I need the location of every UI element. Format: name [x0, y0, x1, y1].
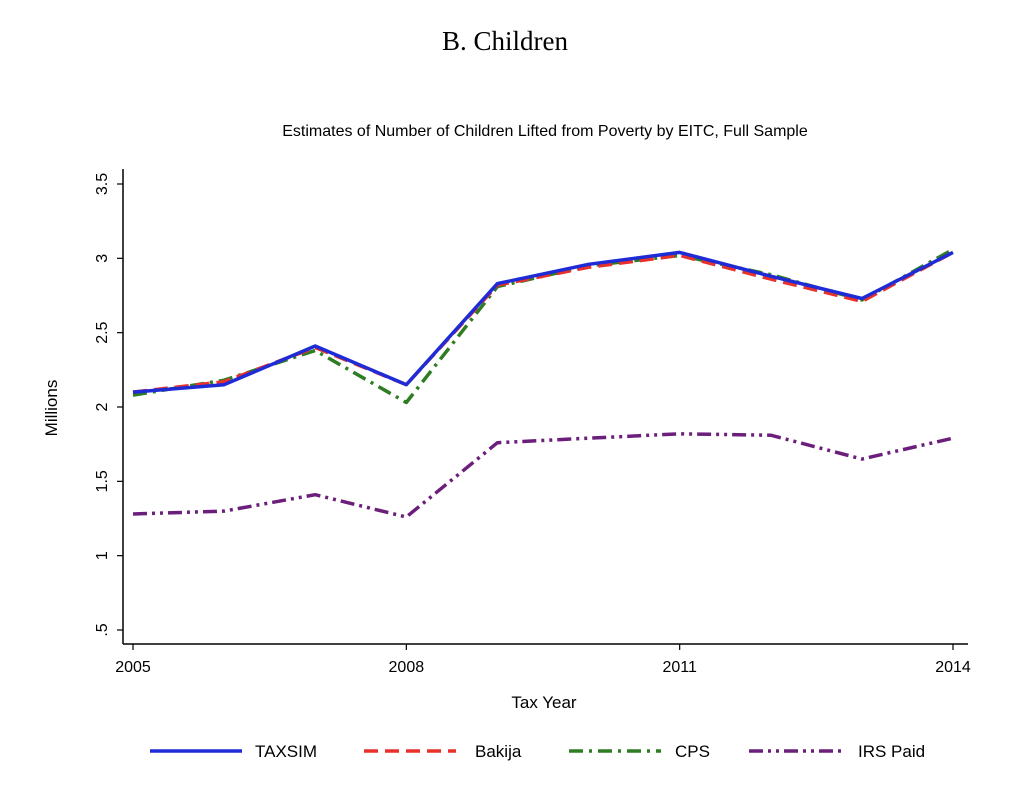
x-tick-label: 2005: [115, 659, 151, 676]
legend-label: Bakija: [475, 742, 522, 761]
legend-label: IRS Paid: [858, 742, 925, 761]
chart-title: Estimates of Number of Children Lifted f…: [282, 123, 808, 140]
y-tick-label: 2.5: [94, 321, 111, 343]
panel-title: B. Children: [442, 26, 568, 56]
chart-axes: .5 1 1.5 2 2.5 3 3.5 2005 2008 2011 2014: [94, 169, 971, 676]
y-tick-label: .5: [94, 623, 111, 636]
x-tick-label: 2014: [935, 659, 971, 676]
chart-legend: TAXSIM Bakija CPS IRS Paid: [150, 742, 925, 761]
series-line-bakija: [132, 250, 954, 394]
y-tick-label: 1.5: [94, 470, 111, 492]
legend-label: TAXSIM: [255, 742, 317, 761]
y-axis-label: Millions: [42, 380, 61, 437]
legend-label: CPS: [675, 742, 710, 761]
y-tick-label: 2: [94, 402, 111, 411]
series-layer: [132, 247, 954, 519]
y-tick-label: 3: [94, 254, 111, 263]
series-line-irs-paid: [132, 432, 954, 519]
y-tick-label: 3.5: [94, 173, 111, 195]
y-tick-label: 1: [94, 551, 111, 560]
series-line-taxsim: [132, 250, 954, 394]
x-tick-label: 2011: [662, 659, 697, 676]
x-axis-label: Tax Year: [511, 693, 577, 712]
x-tick-label: 2008: [389, 659, 425, 676]
